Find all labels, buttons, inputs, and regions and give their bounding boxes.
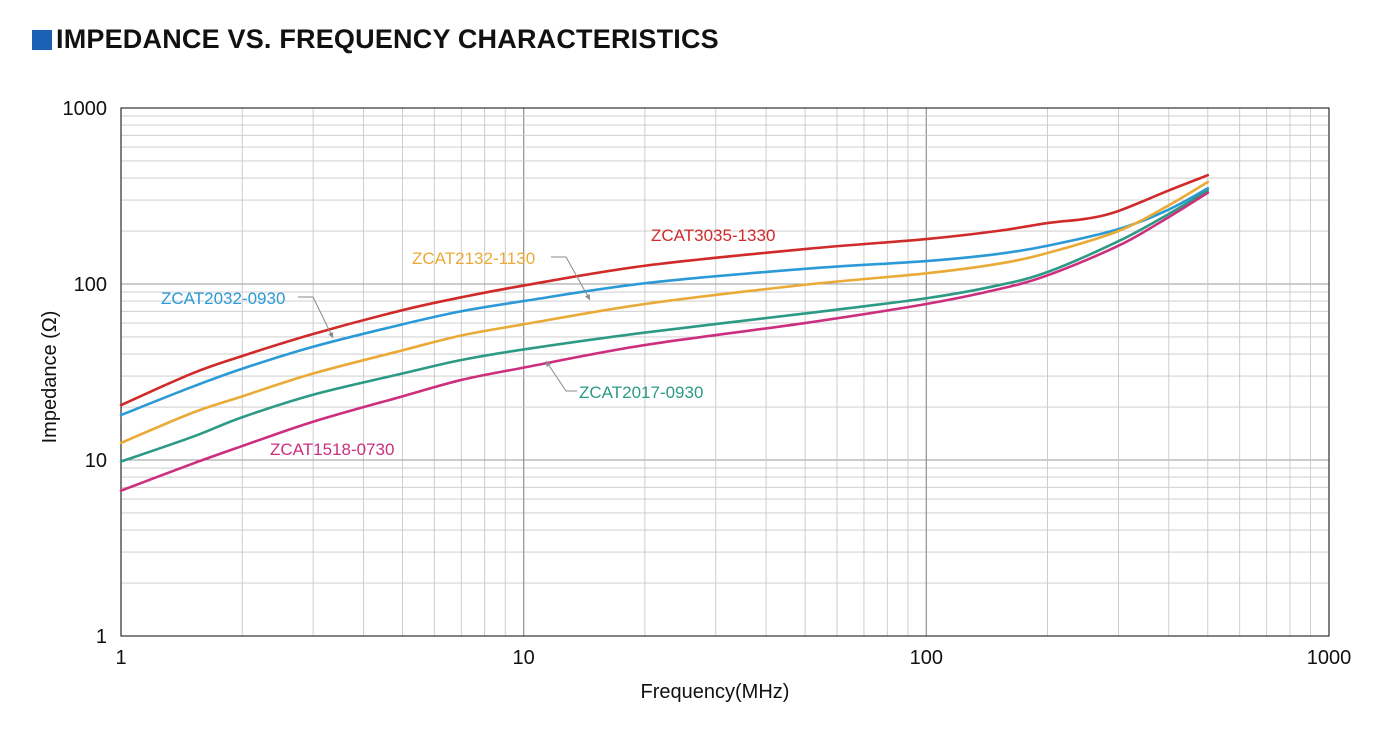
label-leader-arrowhead xyxy=(328,332,334,338)
x-axis-label: Frequency(MHz) xyxy=(641,681,790,703)
y-axis-label: Impedance (Ω) xyxy=(39,311,61,444)
tick-labels: 1 10 100 1000 1 10 100 1000 xyxy=(63,98,1352,669)
grid xyxy=(120,107,1330,637)
series-line-zcat1518-0730 xyxy=(119,191,1210,492)
chart-title: IMPEDANCE VS. FREQUENCY CHARACTERISTICS xyxy=(56,24,719,54)
label-leader-arrowhead xyxy=(585,294,590,300)
label-leader-arrowhead xyxy=(546,361,552,367)
label-leaders xyxy=(298,256,591,392)
label-leader-line xyxy=(545,360,577,392)
y-tick-label: 1000 xyxy=(63,98,108,120)
series-label: ZCAT2132-1130 xyxy=(412,249,535,268)
chart-title-row: IMPEDANCE VS. FREQUENCY CHARACTERISTICS xyxy=(32,24,719,55)
x-tick-label: 1 xyxy=(115,647,126,669)
title-square-icon xyxy=(32,29,52,50)
series-line-zcat2032-0930 xyxy=(119,186,1210,417)
y-tick-label: 1 xyxy=(96,626,107,648)
x-tick-label: 100 xyxy=(910,647,943,669)
label-leader-line xyxy=(298,296,334,339)
x-tick-label: 10 xyxy=(513,647,535,669)
series-line-zcat3035-1330 xyxy=(119,173,1210,407)
series-label: ZCAT1518-0730 xyxy=(270,440,394,459)
series-label: ZCAT2017-0930 xyxy=(579,383,703,402)
series-line-zcat2132-1130 xyxy=(119,180,1210,445)
label-leader-line xyxy=(551,256,591,301)
plot-frame xyxy=(120,107,1330,637)
series-label: ZCAT2032-0930 xyxy=(161,289,285,308)
y-tick-label: 100 xyxy=(74,274,107,296)
series-label: ZCAT3035-1330 xyxy=(651,226,775,245)
x-tick-label: 1000 xyxy=(1307,647,1352,669)
series-line-zcat2017-0930 xyxy=(119,189,1210,463)
y-tick-label: 10 xyxy=(85,450,107,472)
series-labels: ZCAT3035-1330 ZCAT2032-0930 ZCAT2132-1130 Z… xyxy=(161,226,775,459)
series-group xyxy=(119,173,1210,492)
